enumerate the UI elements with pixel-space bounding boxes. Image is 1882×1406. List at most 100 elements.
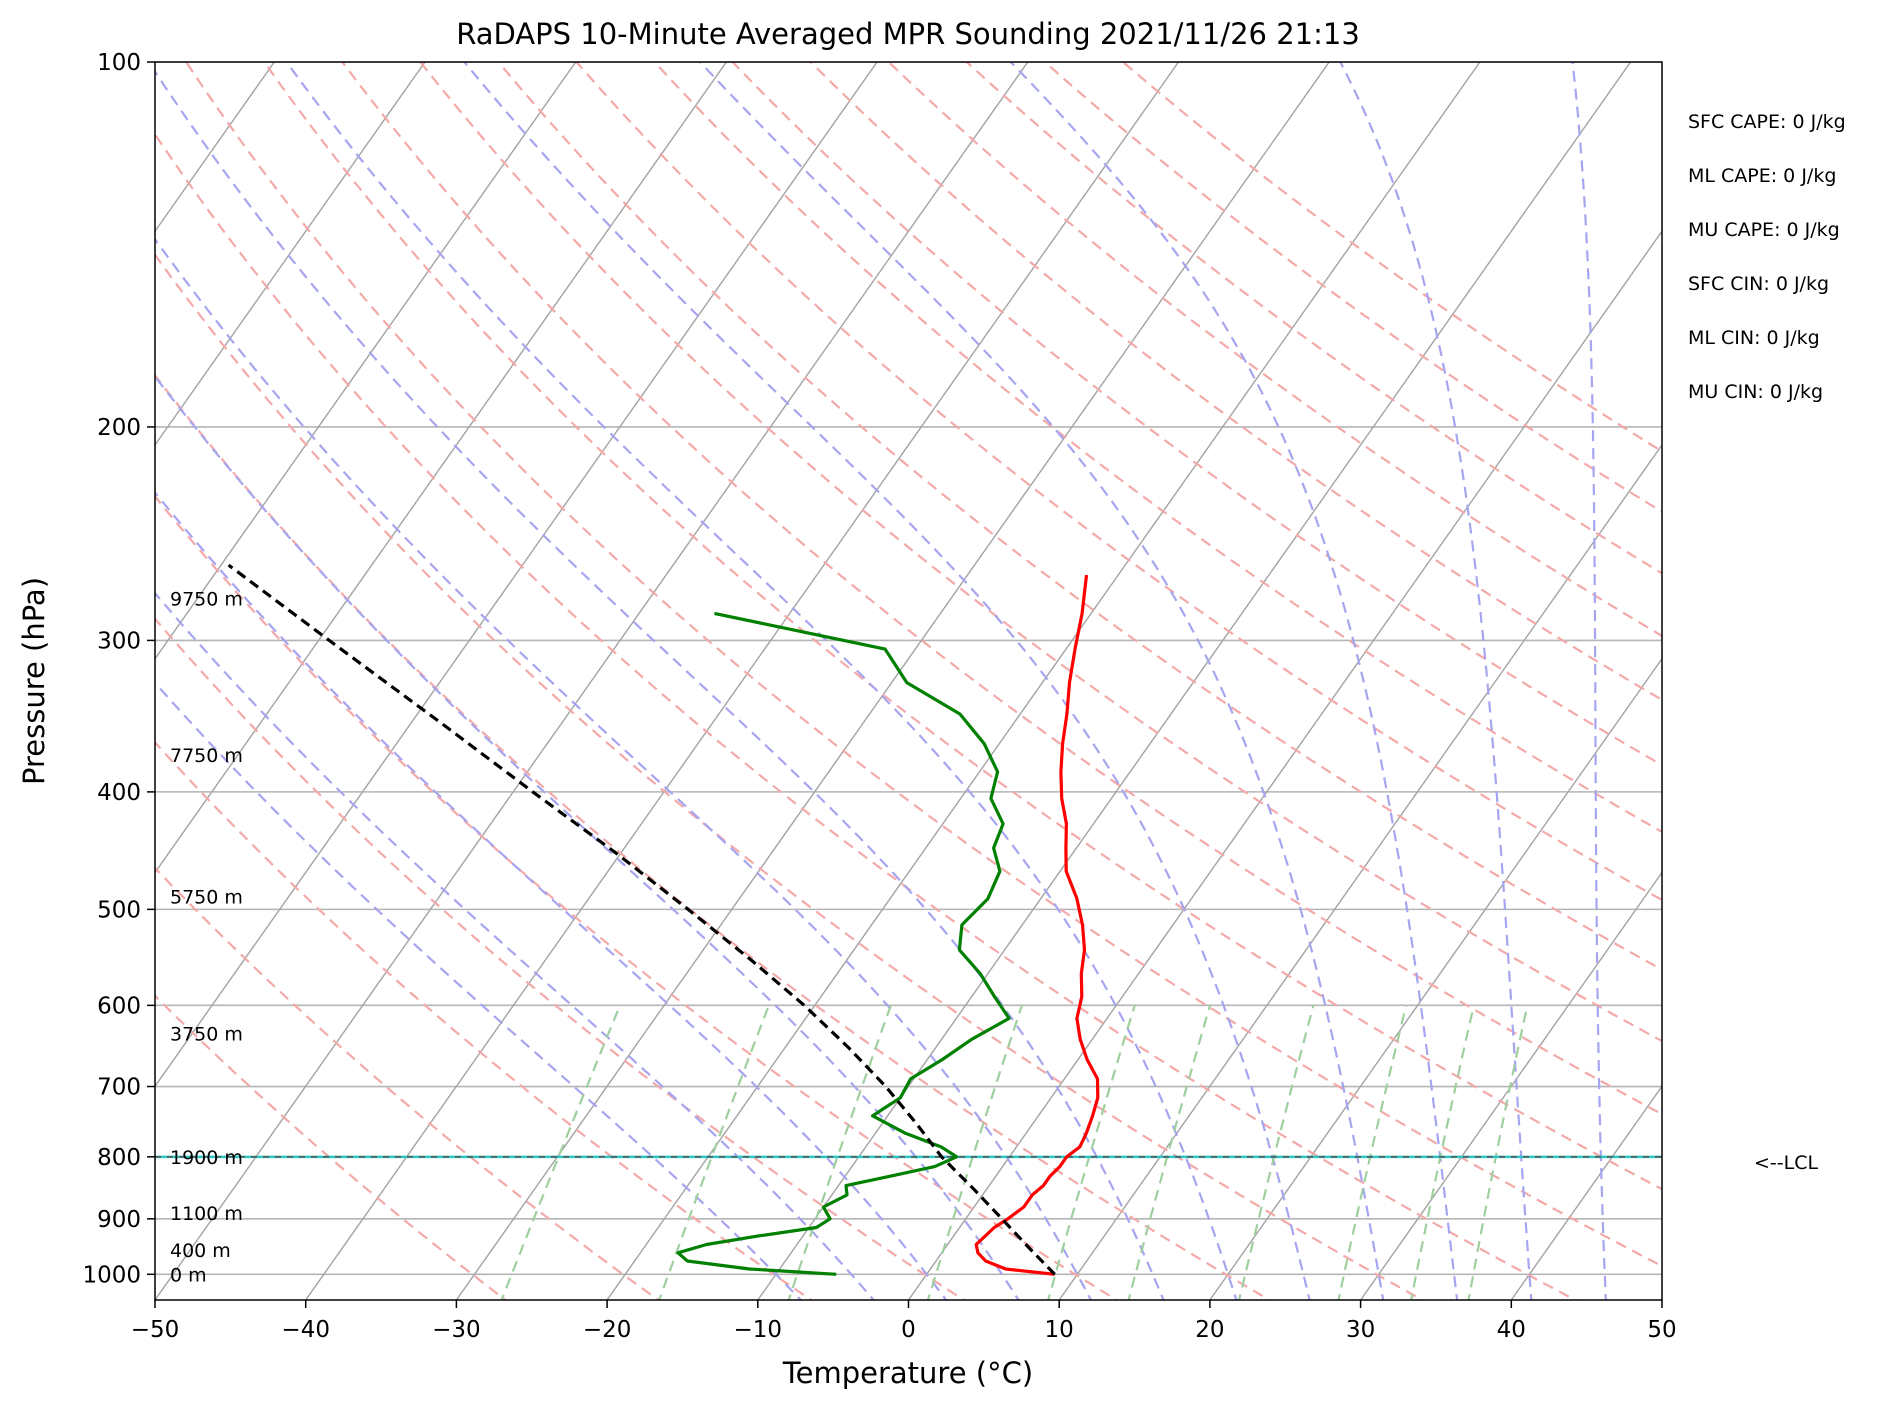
mixing-ratio-0.4 [500,1004,622,1300]
moist-adiabat-0 [155,490,948,1300]
height-label: 7750 m [170,745,243,767]
y-tick-label: 400 [97,780,141,806]
moist-adiabat-15 [155,69,1165,1300]
dry-adiabat-243 [155,994,508,1300]
x-tick-label: −30 [432,1317,481,1343]
isotherm--70 [155,62,728,874]
moist-adiabat-40 [1339,62,1533,1300]
stat-line: SFC CAPE: 0 J/kg [1688,111,1846,133]
y-tick-label: 300 [97,628,141,654]
dry-adiabat-253 [155,866,661,1300]
x-tick-label: 0 [901,1317,916,1343]
height-label: 0 m [170,1264,207,1286]
moist-adiabat-45 [1571,62,1607,1300]
isotherm--40 [304,62,1180,1300]
mixing-ratio-2 [787,1005,892,1300]
x-tick-label: 50 [1647,1317,1676,1343]
height-label: 5750 m [170,887,243,909]
dry-adiabat-313 [155,132,1578,1300]
moist-adiabat--10 [155,681,803,1300]
height-label: 1900 m [170,1147,243,1169]
x-tick-label: 30 [1346,1317,1375,1343]
dry-adiabat-293 [155,373,1272,1300]
dry-adiabat-343 [340,62,1662,1116]
dry-adiabat-373 [575,62,1662,902]
mixing-ratio-1 [657,1005,770,1300]
dry-adiabat-413 [887,62,1662,638]
moist-adiabat-50 [1679,62,1729,1305]
y-tick-label: 200 [97,415,141,441]
x-axis-label: Temperature (°C) [782,1356,1033,1390]
x-tick-label: 20 [1195,1317,1224,1343]
x-tick-label: 40 [1497,1317,1526,1343]
mixing-ratio-10 [1127,1005,1212,1300]
moist-adiabat-30 [699,62,1385,1300]
isotherm--80 [155,62,577,660]
x-tick-label: −10 [734,1317,783,1343]
height-label: 9750 m [170,588,243,610]
isotherm--60 [155,62,878,1088]
mixing-ratio-24 [1337,1005,1408,1300]
x-tick-label: −50 [131,1317,180,1343]
y-tick-label: 1000 [82,1262,141,1288]
x-tick-label: −40 [281,1317,330,1343]
dry-adiabat-363 [496,62,1662,971]
lcl-label: <--LCL [1754,1152,1818,1174]
y-tick-label: 600 [97,993,141,1019]
stat-line: SFC CIN: 0 J/kg [1688,273,1829,295]
isotherm--90 [155,62,426,447]
x-tick-label: −20 [583,1317,632,1343]
dry-adiabat-353 [418,62,1662,1043]
y-axis-label: Pressure (hPa) [17,577,51,785]
mixing-ratio-7 [1047,1005,1136,1300]
parcel-profile-line [227,563,1056,1276]
dry-adiabat-323 [184,62,1662,1268]
isotherm-0 [907,229,1662,1300]
dry-adiabat-333 [262,62,1662,1191]
dry-adiabat-273 [155,617,967,1300]
isotherm--30 [455,62,1331,1300]
isotherm-40 [1510,1085,1662,1300]
mixing-ratio-32 [1410,1005,1475,1300]
isotherm--50 [155,62,1029,1300]
y-tick-label: 800 [97,1145,141,1171]
mixing-ratio-40 [1467,1005,1529,1300]
stat-line: ML CIN: 0 J/kg [1688,327,1820,349]
isotherm-20 [1209,657,1662,1300]
x-tick-label: 10 [1045,1317,1074,1343]
dry-adiabat-263 [155,740,814,1300]
stat-line: ML CAPE: 0 J/kg [1688,165,1836,187]
height-label: 1100 m [170,1203,243,1225]
y-tick-label: 500 [97,897,141,923]
mixing-ratio-4 [926,1005,1023,1300]
dewpoint-line [676,611,1011,1276]
moist-adiabat-5 [155,374,1020,1300]
stats-panel: SFC CAPE: 0 J/kg ML CAPE: 0 J/kg MU CAPE: … [1688,111,1846,403]
isotherm-30 [1359,871,1662,1300]
height-label: 3750 m [170,1024,243,1046]
y-tick-label: 100 [97,50,141,76]
height-label: 400 m [170,1240,231,1262]
isotherm--10 [756,62,1632,1300]
chart-title: RaDAPS 10-Minute Averaged MPR Sounding 2… [456,17,1360,51]
sounding-traces [155,563,1662,1276]
reference-lines [155,62,1729,1305]
stat-line: MU CIN: 0 J/kg [1688,381,1823,403]
moist-adiabat--5 [155,591,876,1300]
stat-line: MU CAPE: 0 J/kg [1688,219,1840,241]
moist-adiabat-25 [463,62,1311,1300]
isotherm-10 [1058,443,1662,1300]
moist-adiabat-10 [155,237,1093,1300]
temperature-line [974,574,1100,1276]
dry-adiabat-283 [155,494,1119,1300]
moist-adiabat-35 [1010,62,1459,1300]
dry-adiabat-423 [965,62,1662,575]
axis-ticks: −50 −40 −30 −20 −10 0 10 20 30 40 50 1000 900 800 700 6… [82,50,1676,1343]
y-tick-label: 700 [97,1075,141,1101]
dry-adiabat-303 [155,252,1425,1300]
moist-adiabat-20 [285,62,1238,1300]
isotherm--20 [606,62,1481,1300]
y-tick-label: 900 [97,1207,141,1233]
